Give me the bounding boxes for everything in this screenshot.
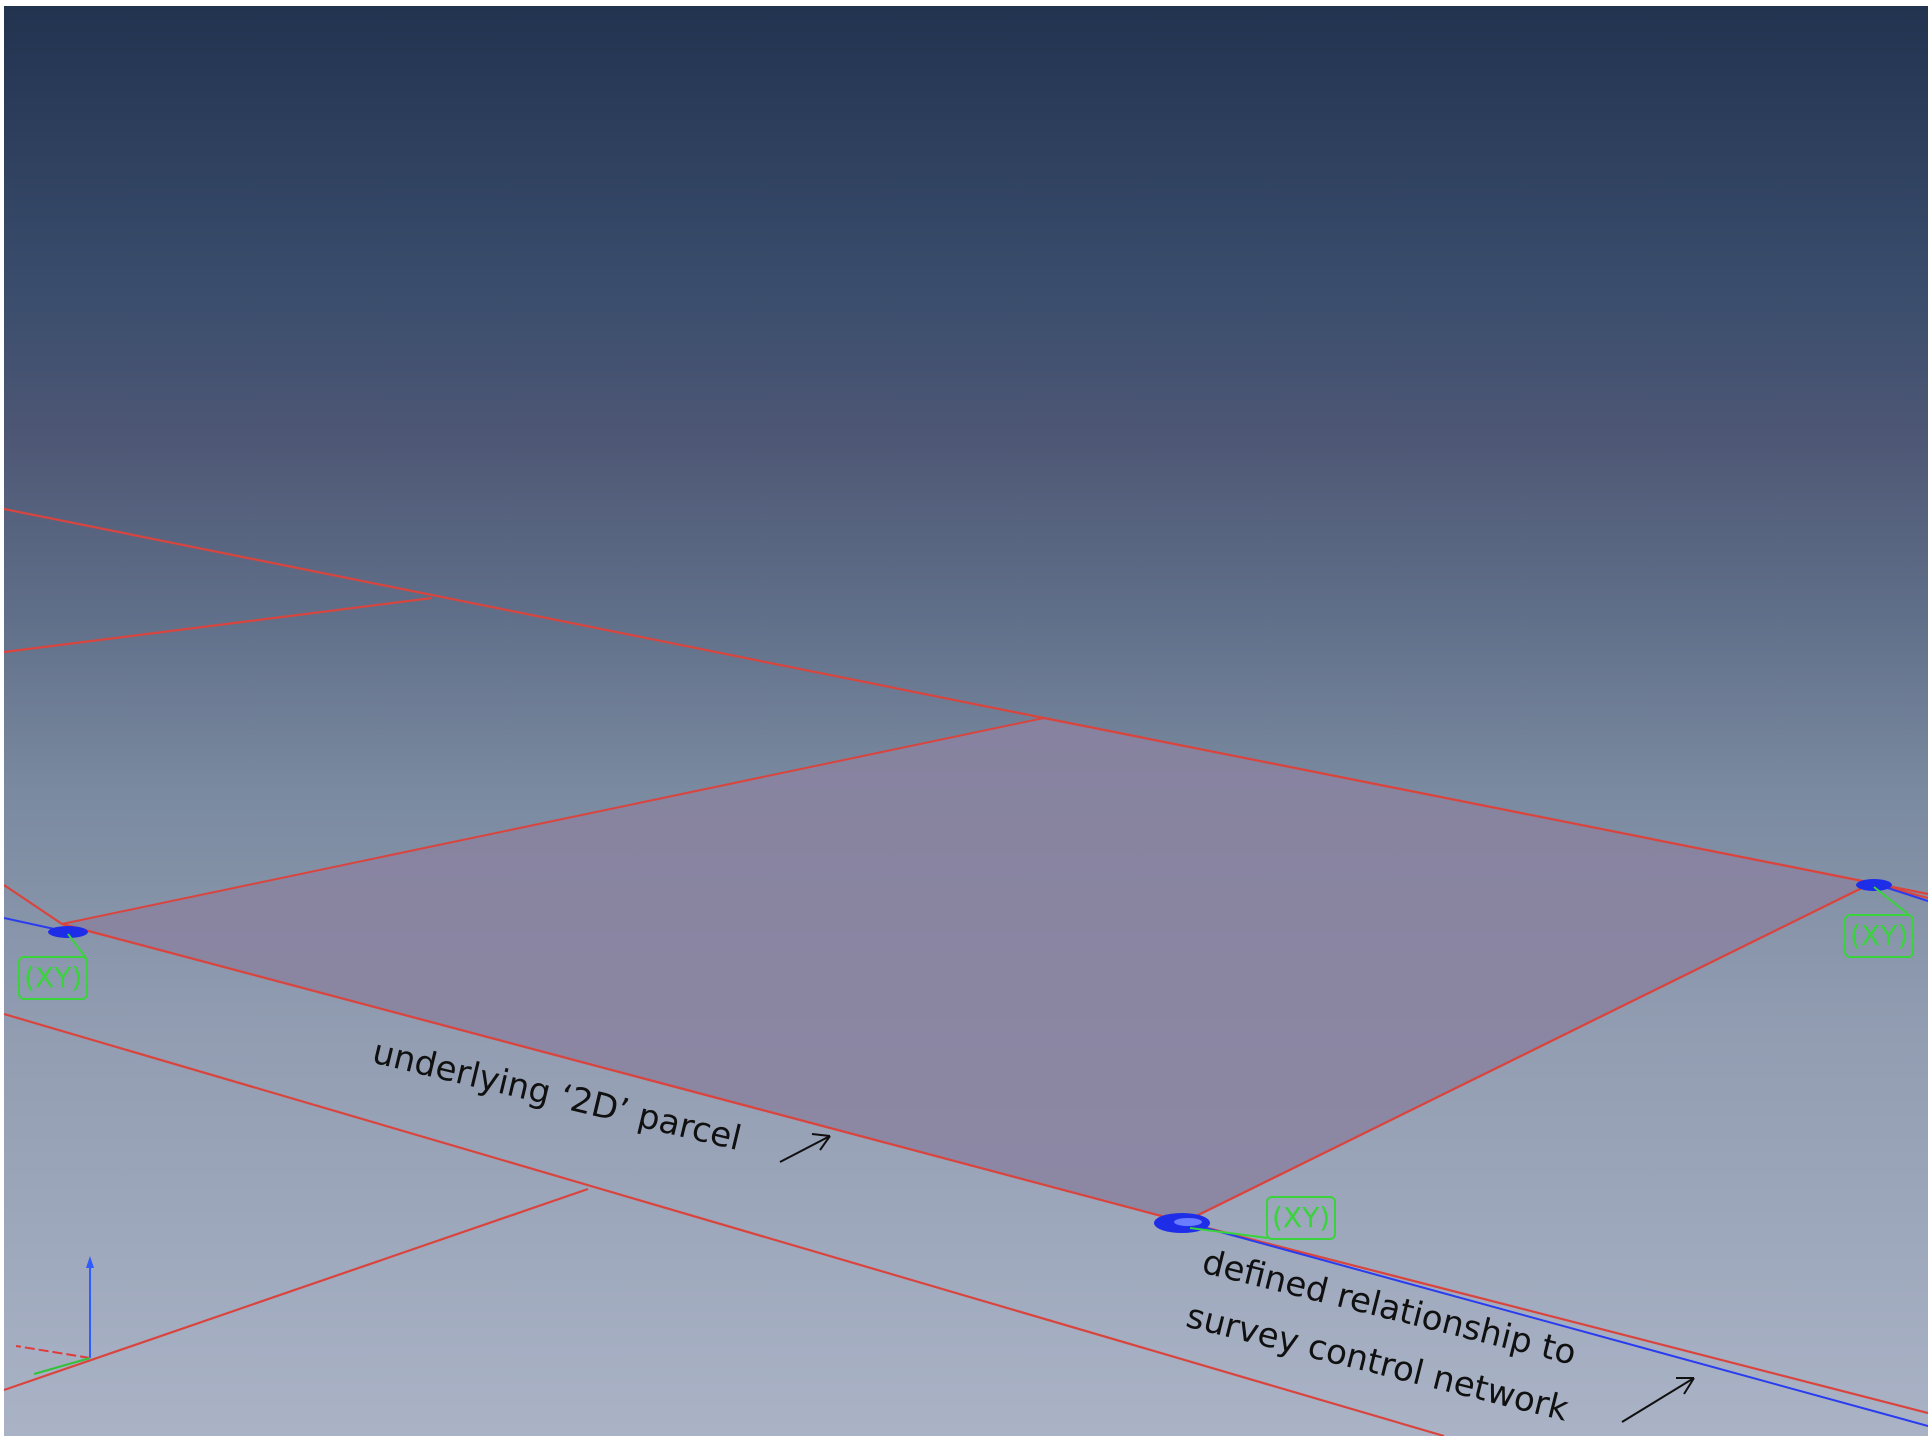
- boundary-line: [4, 1187, 589, 1392]
- xy-leaders: [67, 886, 1909, 1239]
- parcel-face[interactable]: [61, 716, 1876, 1224]
- boundary-line: [4, 507, 1045, 720]
- xy-label-bottom: (XY): [1266, 1196, 1337, 1240]
- axis-x: [15, 1345, 91, 1359]
- control-line: [1183, 1221, 1928, 1427]
- boundary-line: [1043, 716, 1928, 896]
- scene-canvas: [4, 507, 1928, 1436]
- axis-gizmo-icon: [15, 1256, 94, 1375]
- xy-leader-right: [1873, 886, 1909, 915]
- xy-leader-left: [67, 933, 87, 959]
- cadastral-boundaries: [4, 507, 1928, 1436]
- annotation-arrows: [779, 1133, 1695, 1423]
- boundary-line: [61, 922, 1185, 1224]
- axis-y: [33, 1357, 91, 1375]
- xy-label-right: (XY): [1844, 914, 1915, 958]
- boundary-line: [4, 1012, 1445, 1436]
- control-point-marker-left[interactable]: [48, 926, 88, 938]
- boundary-line: [1183, 1220, 1928, 1415]
- control-point-marker-right[interactable]: [1856, 879, 1892, 891]
- 3d-viewport[interactable]: (XY) (XY) (XY) underlying ‘2D’ parcel de…: [4, 6, 1928, 1436]
- parcel-arrow: [779, 1133, 831, 1163]
- boundary-line: [1183, 882, 1873, 1223]
- axis-z-arrow: [86, 1256, 94, 1268]
- xy-label-left: (XY): [18, 956, 89, 1000]
- boundary-line: [4, 884, 63, 925]
- control-point-highlight: [1174, 1218, 1202, 1226]
- xy-leader-bottom: [1189, 1227, 1269, 1239]
- relationship-arrow: [1621, 1377, 1695, 1423]
- control-points: [48, 879, 1892, 1233]
- boundary-line: [4, 596, 433, 654]
